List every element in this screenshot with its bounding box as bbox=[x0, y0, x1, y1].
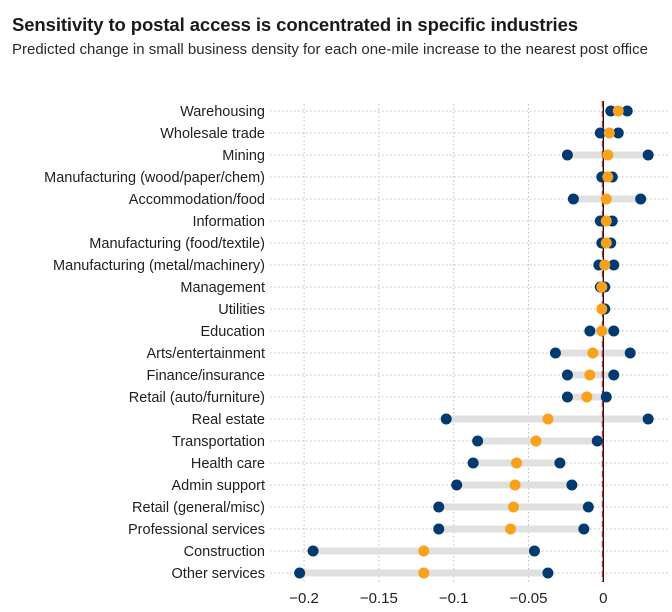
high-endpoint-dot bbox=[554, 457, 566, 469]
category-label: Manufacturing (food/textile) bbox=[89, 236, 265, 252]
category-label: Mining bbox=[222, 148, 265, 164]
estimate-dot bbox=[600, 237, 612, 249]
estimate-dot bbox=[542, 413, 554, 425]
high-endpoint-dot bbox=[528, 545, 540, 557]
high-endpoint-dot bbox=[591, 435, 603, 447]
low-endpoint-dot bbox=[561, 149, 573, 161]
high-endpoint-dot bbox=[608, 259, 620, 271]
category-label: Arts/entertainment bbox=[147, 346, 265, 362]
estimate-dot bbox=[612, 105, 624, 117]
high-endpoint-dot bbox=[635, 193, 647, 205]
category-label: Other services bbox=[172, 566, 265, 582]
category-label: Education bbox=[201, 324, 266, 340]
low-endpoint-dot bbox=[584, 325, 596, 337]
category-label: Warehousing bbox=[180, 104, 265, 120]
high-endpoint-dot bbox=[642, 413, 654, 425]
x-tick-label: −0.15 bbox=[360, 590, 398, 607]
estimate-dot bbox=[587, 347, 599, 359]
category-label: Real estate bbox=[192, 412, 265, 428]
y-axis-labels: Warehousing Wholesale trade Mining Manufact… bbox=[44, 104, 265, 582]
range-bars bbox=[299, 107, 649, 577]
high-endpoint-dot bbox=[608, 369, 620, 381]
estimate-dot bbox=[603, 127, 615, 139]
x-tick-label: −0.05 bbox=[510, 590, 548, 607]
low-endpoint-dot bbox=[561, 391, 573, 403]
x-tick-label: −0.2 bbox=[289, 590, 319, 607]
estimate-dot bbox=[511, 457, 523, 469]
estimate-dot bbox=[508, 501, 520, 513]
estimate-dot bbox=[530, 435, 542, 447]
high-endpoint-dot bbox=[621, 105, 633, 117]
x-axis-ticks: −0.2 −0.15 −0.1 −0.05 0 bbox=[289, 590, 607, 607]
estimate-dot bbox=[600, 193, 612, 205]
high-endpoint-dot bbox=[600, 391, 612, 403]
estimate-dot bbox=[600, 215, 612, 227]
dots bbox=[294, 105, 654, 579]
estimate-dot bbox=[602, 149, 614, 161]
low-endpoint-dot bbox=[472, 435, 484, 447]
estimate-dot bbox=[509, 479, 521, 491]
category-label: Manufacturing (metal/machinery) bbox=[53, 258, 265, 274]
category-label: Management bbox=[180, 280, 265, 296]
category-label: Construction bbox=[184, 544, 265, 560]
category-label: Finance/insurance bbox=[147, 368, 266, 384]
estimate-dot bbox=[596, 325, 608, 337]
low-endpoint-dot bbox=[294, 567, 306, 579]
high-endpoint-dot bbox=[642, 149, 654, 161]
chart-subtitle: Predicted change in small business densi… bbox=[12, 41, 648, 58]
category-label: Transportation bbox=[172, 434, 265, 450]
estimate-dot bbox=[596, 303, 608, 315]
low-endpoint-dot bbox=[433, 501, 445, 513]
estimate-dot bbox=[599, 259, 611, 271]
low-endpoint-dot bbox=[549, 347, 561, 359]
category-label: Utilities bbox=[218, 302, 265, 318]
estimate-dot bbox=[602, 171, 614, 183]
estimate-dot bbox=[418, 545, 430, 557]
high-endpoint-dot bbox=[542, 567, 554, 579]
category-label: Professional services bbox=[128, 522, 265, 538]
high-endpoint-dot bbox=[612, 127, 624, 139]
category-label: Accommodation/food bbox=[129, 192, 265, 208]
estimate-dot bbox=[584, 369, 596, 381]
low-endpoint-dot bbox=[433, 523, 445, 535]
category-label: Manufacturing (wood/paper/chem) bbox=[44, 170, 265, 186]
category-label: Retail (auto/furniture) bbox=[129, 390, 265, 406]
category-label: Retail (general/misc) bbox=[132, 500, 265, 516]
low-endpoint-dot bbox=[440, 413, 452, 425]
low-endpoint-dot bbox=[307, 545, 319, 557]
low-endpoint-dot bbox=[567, 193, 579, 205]
estimate-dot bbox=[418, 567, 430, 579]
high-endpoint-dot bbox=[582, 501, 594, 513]
category-label: Wholesale trade bbox=[160, 126, 265, 142]
high-endpoint-dot bbox=[578, 523, 590, 535]
low-endpoint-dot bbox=[561, 369, 573, 381]
chart-title: Sensitivity to postal access is concentr… bbox=[12, 14, 578, 35]
low-endpoint-dot bbox=[451, 479, 463, 491]
category-label: Admin support bbox=[172, 478, 266, 494]
estimate-dot bbox=[581, 391, 593, 403]
low-endpoint-dot bbox=[594, 127, 606, 139]
estimate-dot bbox=[505, 523, 517, 535]
high-endpoint-dot bbox=[608, 325, 620, 337]
category-label: Health care bbox=[191, 456, 265, 472]
high-endpoint-dot bbox=[566, 479, 578, 491]
low-endpoint-dot bbox=[467, 457, 479, 469]
high-endpoint-dot bbox=[624, 347, 636, 359]
estimate-dot bbox=[596, 281, 608, 293]
x-tick-label: 0 bbox=[599, 590, 607, 607]
x-tick-label: −0.1 bbox=[439, 590, 469, 607]
category-label: Information bbox=[192, 214, 265, 230]
